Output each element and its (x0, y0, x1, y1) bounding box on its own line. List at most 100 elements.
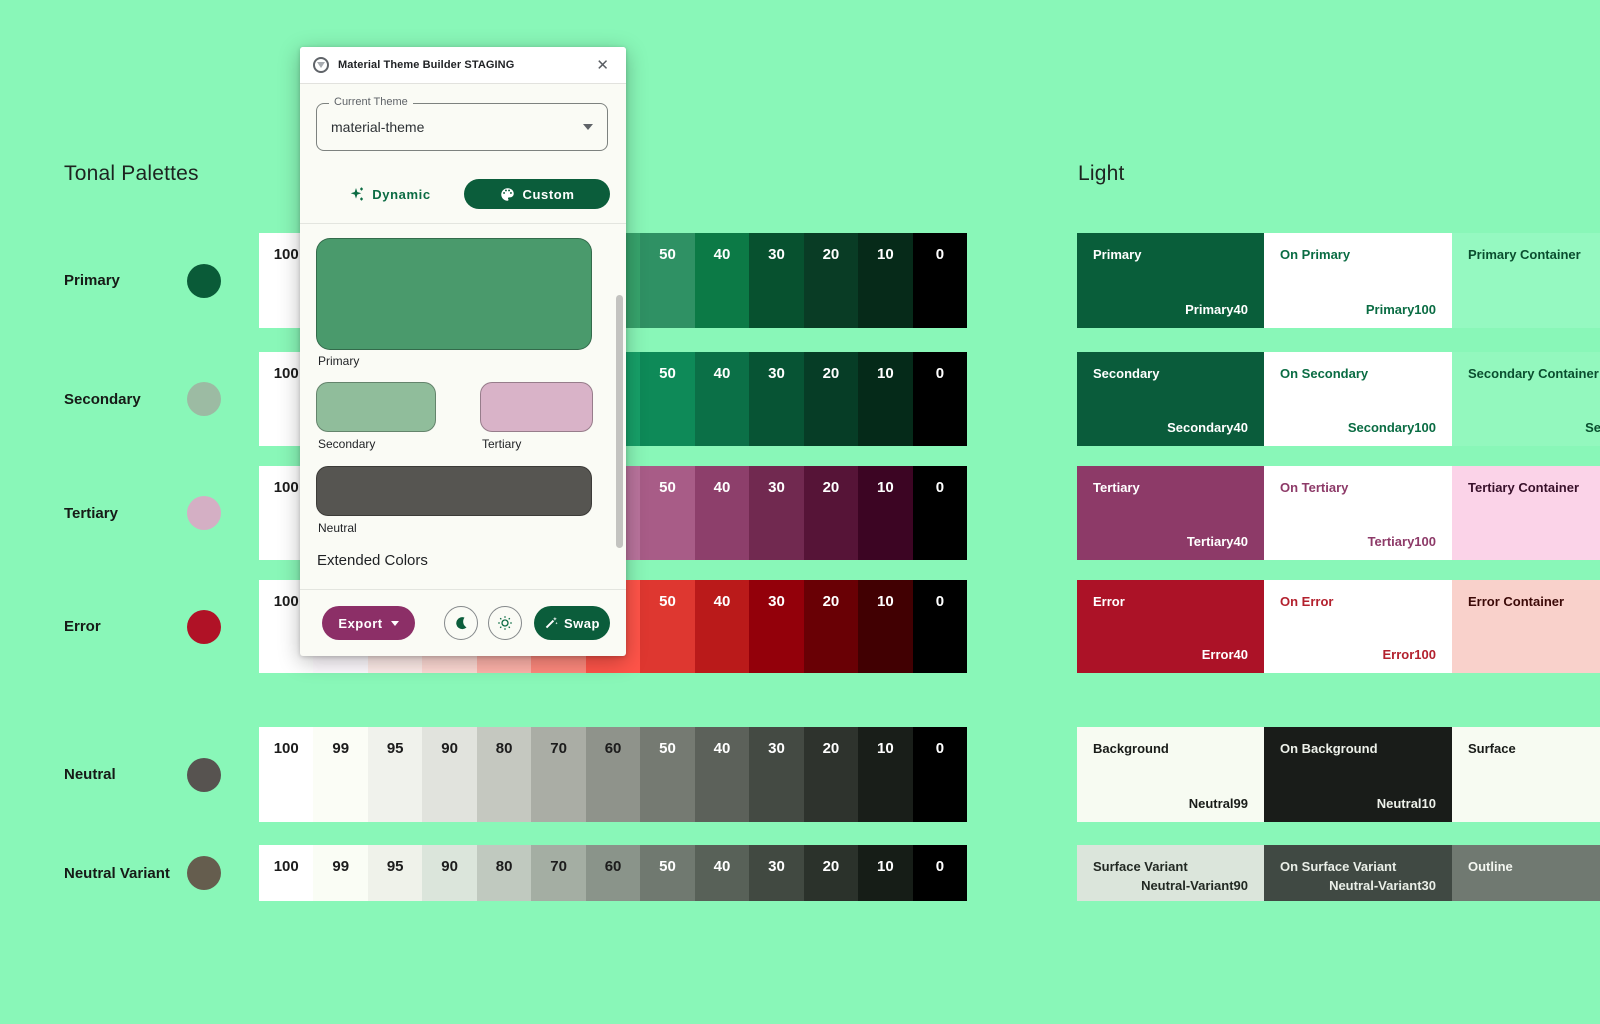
core-color-swatch-primary[interactable] (316, 238, 592, 350)
scheme-card-title: Error (1093, 594, 1125, 609)
current-theme-select[interactable]: Current Theme material-theme (316, 96, 608, 151)
palette-key-color-dot (187, 609, 221, 644)
tone-cell: 30 (749, 727, 804, 822)
scheme-card-token: Secondary40 (1167, 420, 1248, 435)
tone-cell: 30 (749, 233, 804, 328)
core-color-label-primary: Primary (318, 354, 360, 368)
palette-row-label-tertiary: Tertiary (64, 504, 118, 522)
current-theme-value: material-theme (331, 119, 425, 135)
plugin-header: Material Theme Builder STAGING ✕ (300, 47, 626, 84)
tone-cell: 40 (694, 845, 750, 901)
tone-cell: 100 (259, 845, 314, 901)
scheme-card-secondary-container: Secondary Container Secondary90 (1452, 352, 1600, 446)
scheme-card-title: On Primary (1280, 247, 1351, 262)
tone-cell: 80 (476, 727, 532, 822)
scheme-card-on-background: On Background Neutral10 (1264, 727, 1452, 822)
scheme-card-token: Tertiary40 (1186, 534, 1248, 549)
core-color-swatch-secondary[interactable] (316, 382, 436, 432)
chevron-down-icon (390, 620, 399, 626)
swap-button[interactable]: Swap (534, 606, 610, 640)
tab-custom[interactable]: Custom (464, 179, 610, 209)
chevron-down-icon (583, 124, 593, 130)
tone-cell: 50 (640, 727, 695, 822)
palette-row-label-neutral: Neutral (64, 766, 116, 783)
tone-cell: 80 (476, 845, 532, 901)
tone-cell: 100 (259, 727, 314, 822)
plugin-scrollbar[interactable] (616, 295, 623, 548)
plugin-logo-icon (313, 57, 329, 73)
tone-cell: 70 (531, 845, 586, 901)
scheme-card-primary-container: Primary ContainerPrimary90 (1452, 233, 1600, 328)
scheme-card-title: Background (1093, 741, 1169, 756)
export-button[interactable]: Export (322, 606, 415, 640)
dark-mode-button[interactable] (444, 606, 478, 640)
tone-cell: 20 (803, 580, 859, 673)
tone-cell: 60 (585, 727, 641, 822)
scheme-card-token: Neutral99 (1188, 796, 1248, 811)
tone-cell: 40 (694, 580, 750, 673)
tone-cell: 50 (640, 845, 695, 901)
scheme-card-secondary: Secondary Secondary40 (1077, 352, 1264, 446)
tone-cell: 99 (313, 845, 368, 901)
divider (300, 223, 626, 224)
tone-cell: 10 (858, 580, 913, 673)
tone-cell: 30 (749, 845, 804, 901)
tone-cell: 0 (912, 845, 968, 901)
plugin-footer: Export (300, 589, 626, 656)
material-theme-builder-plugin-window: Material Theme Builder STAGING ✕ Current… (300, 47, 626, 656)
scheme-card-token: Neutral-Variant30 (1329, 878, 1436, 893)
light-mode-button[interactable] (488, 606, 522, 640)
scheme-card-token: Primary40 (1185, 302, 1248, 317)
scheme-card-tertiary-container: Tertiary ContainerTertiary90 (1452, 466, 1600, 560)
tone-cell: 40 (694, 466, 750, 560)
palette-row-label-secondary: Secondary (64, 390, 141, 408)
scheme-card-surface-variant: Surface Variant Neutral-Variant90 (1077, 845, 1264, 901)
scheme-card-title: On Secondary (1280, 366, 1369, 381)
tone-cell: 30 (749, 352, 804, 446)
scheme-card-title: On Surface Variant (1280, 859, 1397, 874)
palette-key-color-dot (187, 496, 221, 530)
core-color-label-neutral: Neutral (318, 521, 357, 535)
scheme-card-error: Error Error40 (1077, 580, 1264, 673)
mode-tabs: Dynamic Custom (316, 179, 610, 209)
tone-cell: 20 (803, 845, 859, 901)
scheme-card-title: Primary (1093, 247, 1142, 262)
scheme-card-token: Secondary90 (1585, 420, 1600, 435)
sun-icon (498, 616, 512, 630)
scheme-card-title: Primary Container (1468, 247, 1581, 262)
tone-cell: 30 (749, 466, 804, 560)
tone-cell: 50 (640, 233, 695, 328)
tone-cell: 50 (640, 466, 695, 560)
palette-row-label-primary: Primary (64, 272, 120, 289)
scheme-card-title: On Background (1280, 741, 1378, 756)
tone-cell: 40 (694, 233, 750, 328)
scheme-card-on-primary: On Primary Primary100 (1264, 233, 1452, 328)
scheme-card-title: Surface Variant (1093, 859, 1188, 874)
scheme-card-title: On Error (1280, 594, 1334, 609)
scheme-card-background: Background Neutral99 (1077, 727, 1264, 822)
extended-colors-heading: Extended Colors (317, 552, 428, 569)
scheme-card-on-secondary: On Secondary Secondary100 (1264, 352, 1452, 446)
palette-key-color-dot (187, 382, 221, 416)
tone-cell: 50 (640, 580, 695, 673)
scheme-card-surface: SurfaceNeutral99 (1452, 727, 1600, 822)
tone-cell: 10 (858, 466, 913, 560)
scheme-card-tertiary: Tertiary Tertiary40 (1077, 466, 1264, 560)
scheme-card-primary: Primary Primary40 (1077, 233, 1264, 328)
core-color-swatch-tertiary[interactable] (480, 382, 593, 432)
tone-cell: 99 (313, 727, 368, 822)
close-icon[interactable]: ✕ (596, 57, 609, 74)
magic-wand-icon (545, 616, 558, 629)
core-color-swatch-neutral[interactable] (316, 466, 592, 516)
tab-dynamic[interactable]: Dynamic (316, 186, 464, 202)
tone-cell: 90 (422, 845, 477, 901)
tone-cell: 0 (912, 466, 968, 560)
palette-row-label-neutral-variant: Neutral Variant (64, 864, 170, 882)
light-scheme-heading: Light (1078, 162, 1125, 185)
moon-icon (456, 617, 467, 630)
scheme-card-title: Secondary (1093, 366, 1160, 381)
tone-cell: 40 (694, 352, 750, 446)
tone-cell: 70 (531, 727, 586, 822)
tone-cell: 20 (803, 233, 859, 328)
tone-cell: 20 (803, 466, 859, 560)
